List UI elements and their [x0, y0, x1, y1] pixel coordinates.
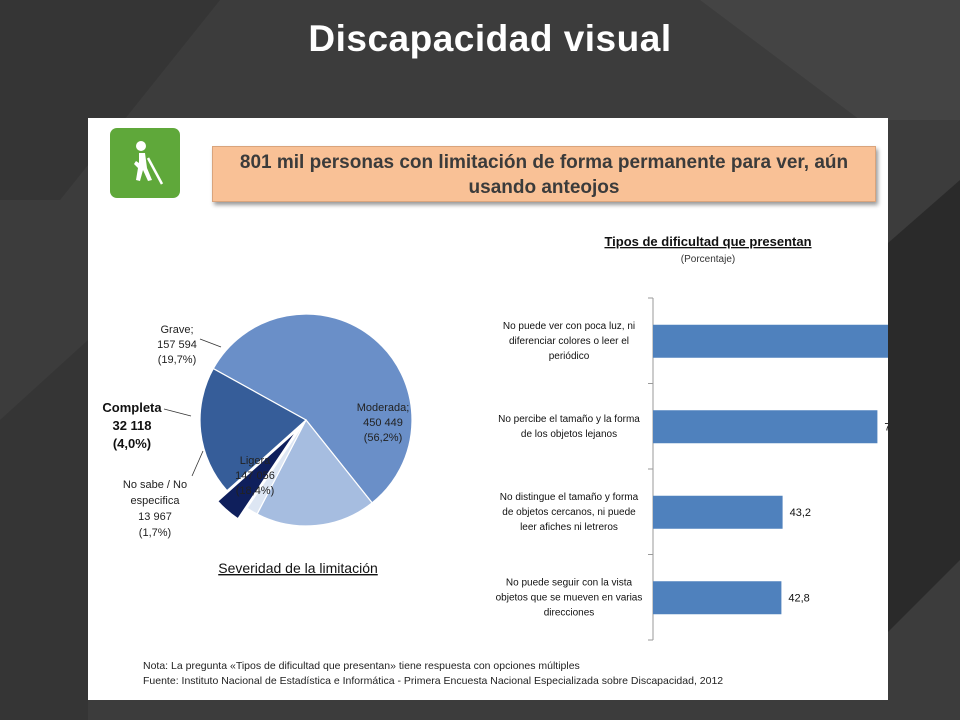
headline-banner: 801 mil personas con limitación de forma… — [212, 146, 876, 202]
bar-category-label-3: direcciones — [544, 607, 595, 618]
pie-title: Severidad de la limitación — [218, 560, 378, 576]
pie-leader-no-sabe — [191, 450, 204, 477]
pie-label-ligera: 147 056 — [235, 470, 275, 482]
pie-label-no-sabe: 13 967 — [138, 511, 172, 523]
bg-stripe — [0, 0, 220, 200]
pie-label-completa: 32 118 — [112, 418, 151, 433]
bg-stripe — [700, 0, 960, 120]
bg-stripe — [0, 340, 88, 720]
pie-label-ligera: Ligera — [240, 455, 271, 467]
person-with-white-cane-icon — [134, 141, 164, 185]
pie-label-completa: Completa — [102, 400, 162, 415]
pie-label-grave: (19,7%) — [158, 354, 197, 366]
pie-label-no-sabe: No sabe / No — [123, 479, 187, 491]
pie-slice-3 — [216, 430, 298, 520]
pie-leader-grave — [199, 338, 222, 348]
pie-slice-1 — [256, 418, 373, 527]
content-panel: 801 mil personas con limitación de forma… — [88, 118, 888, 700]
bar-value-label-2: 43,2 — [790, 507, 811, 519]
bar-category-label-3: objetos que se mueven en varias — [496, 592, 643, 603]
pie-label-no-sabe: especifica — [131, 495, 181, 507]
bar-subtitle: (Porcentaje) — [681, 254, 735, 265]
pie-label-ligera: (18,4%) — [236, 485, 275, 497]
bar-category-label-3: No puede seguir con la vista — [506, 577, 633, 588]
headline-line-2: usando anteojos — [468, 177, 620, 198]
icon-box — [110, 128, 180, 198]
note-text: Nota: La pregunta «Tipos de dificultad q… — [143, 660, 580, 672]
bar-2 — [653, 495, 783, 529]
pie-label-moderada: (56,2%) — [364, 432, 403, 444]
bar-1 — [653, 410, 878, 444]
bar-0 — [653, 324, 888, 358]
pie-label-completa: (4,0%) — [113, 436, 151, 451]
bar-3 — [653, 581, 782, 615]
pie-label-no-sabe: (1,7%) — [139, 527, 171, 539]
bar-category-label-1: No percibe el tamaño y la forma — [498, 414, 640, 425]
pie-label-grave: Grave; — [160, 324, 193, 336]
bar-category-label-1: de los objetos lejanos — [521, 429, 617, 440]
bar-category-label-0: periódico — [549, 351, 590, 362]
pie-leader-completa — [163, 408, 192, 417]
bar-value-label-1: 74,8 — [884, 421, 888, 433]
bar-title: Tipos de dificultad que presentan — [604, 234, 811, 249]
bar-category-label-2: leer afiches ni letreros — [520, 522, 618, 533]
bar-category-label-2: de objetos cercanos, ni puede — [502, 507, 636, 518]
pie-label-moderada: 450 449 — [363, 417, 403, 429]
pie-label-moderada: Moderada; — [357, 402, 410, 414]
bar-category-label-0: No puede ver con poca luz, ni — [503, 321, 635, 332]
bar-category-label-2: No distingue el tamaño y forma — [500, 492, 639, 503]
bg-stripe — [880, 180, 960, 640]
charts-svg: Moderada; 450 449 (56,2%) Ligera 147 056 (18,… — [102, 234, 888, 641]
bar-value-label-3: 42,8 — [788, 592, 809, 604]
pie-slice-2 — [246, 419, 307, 515]
source-text: Fuente: Instituto Nacional de Estadístic… — [143, 675, 724, 687]
pie-slice-0 — [212, 313, 413, 504]
headline-line-1: 801 mil personas con limitación de forma… — [239, 152, 849, 173]
pie-label-grave: 157 594 — [157, 339, 197, 351]
bar-category-label-0: diferenciar colores o leer el — [509, 336, 629, 347]
slide-title: Discapacidad visual — [308, 18, 672, 59]
pie-slice-4 — [199, 367, 308, 492]
